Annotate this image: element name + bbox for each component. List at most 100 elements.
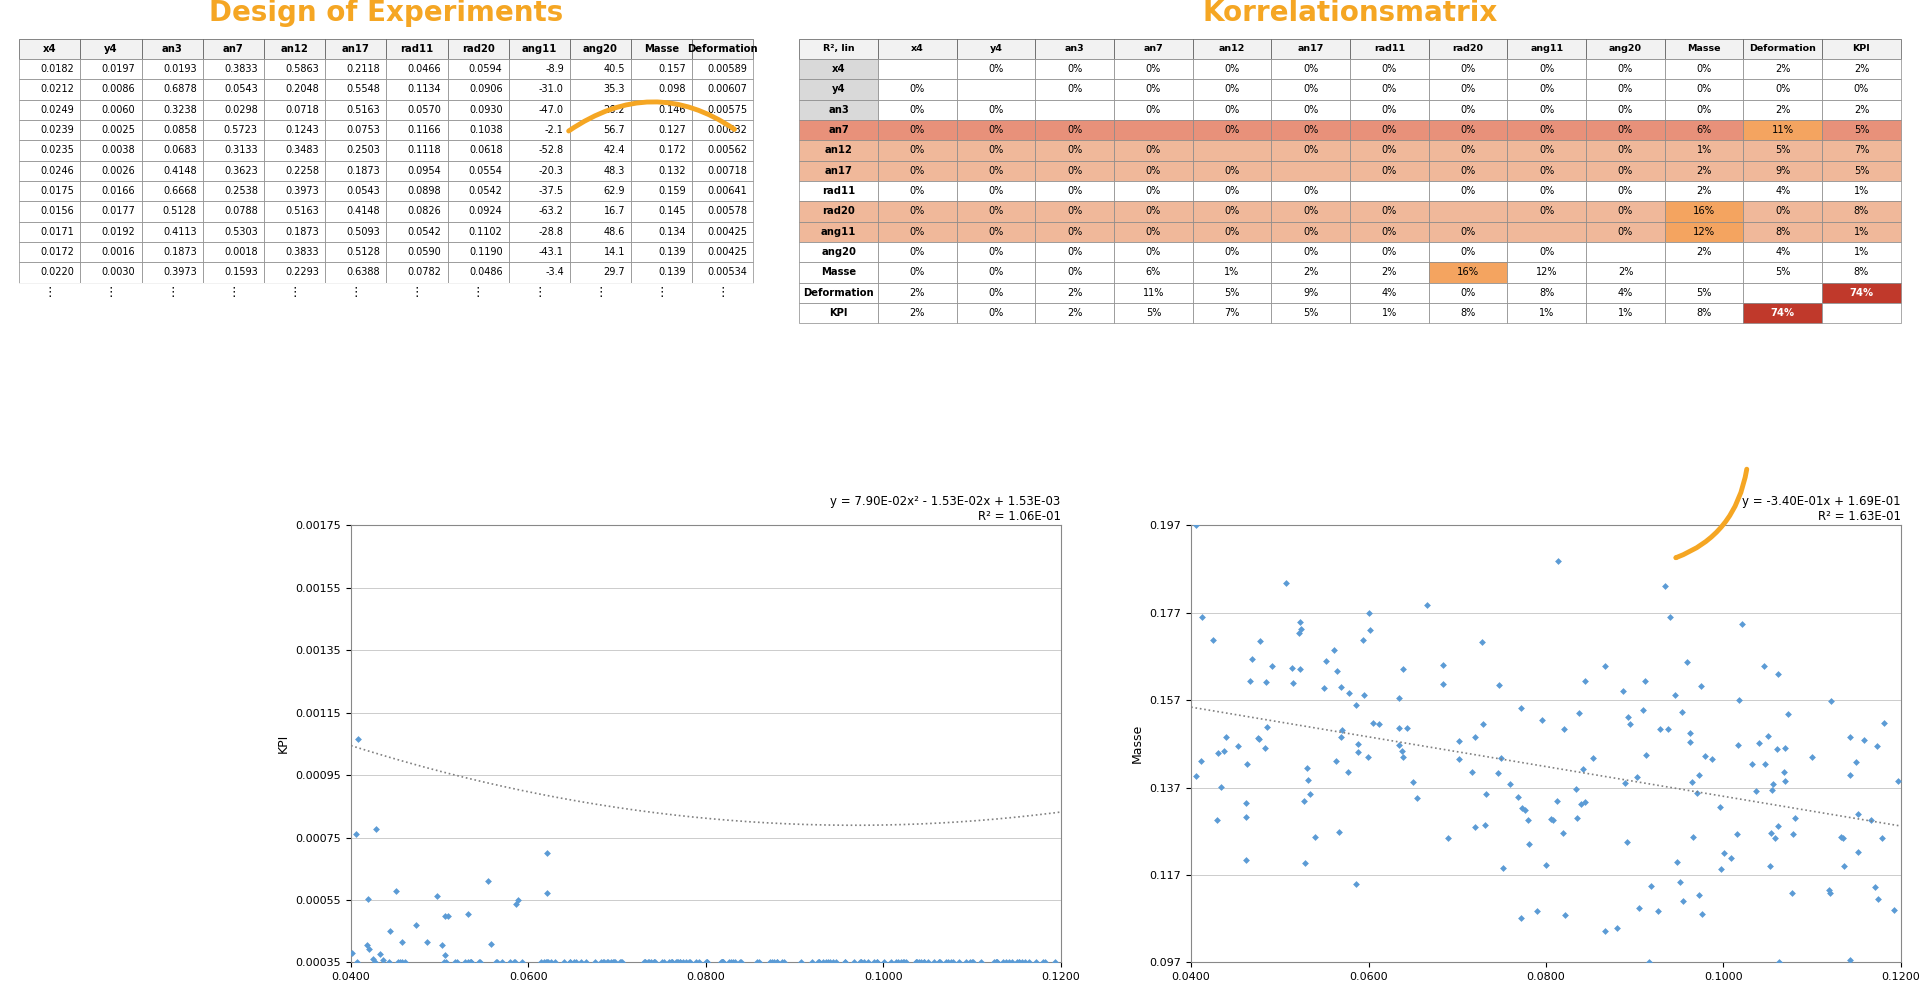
Point <box>526 955 557 970</box>
Point <box>1611 835 1642 850</box>
Point <box>708 955 739 970</box>
Point <box>1250 739 1281 755</box>
Point <box>503 892 534 907</box>
Point <box>1722 826 1753 842</box>
Point <box>1509 802 1540 818</box>
Point <box>1327 730 1357 745</box>
Point <box>495 955 526 970</box>
Point <box>580 955 611 970</box>
Point <box>1223 737 1254 753</box>
Point <box>1467 634 1498 650</box>
Point <box>674 955 705 970</box>
Point <box>900 955 931 970</box>
Point <box>1697 751 1728 767</box>
Point <box>1482 765 1513 781</box>
Point <box>536 955 566 970</box>
Point <box>1332 764 1363 780</box>
Point <box>839 955 870 970</box>
Point <box>1486 750 1517 766</box>
Point <box>1757 783 1788 798</box>
Point <box>532 846 563 861</box>
Point <box>1494 776 1524 791</box>
Point <box>1459 730 1490 745</box>
Point <box>586 955 616 970</box>
Point <box>1321 753 1352 769</box>
Point <box>996 955 1027 970</box>
Point <box>420 888 451 903</box>
Point <box>714 955 745 970</box>
Point <box>1311 653 1342 669</box>
Point <box>664 955 695 970</box>
Point <box>591 955 622 970</box>
Point <box>1332 685 1363 701</box>
Point <box>386 934 417 950</box>
Point <box>966 955 996 970</box>
Point <box>1684 767 1715 783</box>
Point <box>1242 731 1273 746</box>
Title: Korrelationsmatrix: Korrelationsmatrix <box>1202 0 1498 27</box>
Point <box>1398 774 1428 790</box>
Point <box>1849 732 1880 747</box>
Point <box>1778 826 1809 842</box>
Point <box>1882 774 1912 790</box>
Point <box>758 955 789 970</box>
Point <box>1749 756 1780 772</box>
Point <box>1284 614 1315 629</box>
Point <box>1724 692 1755 708</box>
Point <box>908 955 939 970</box>
Point <box>1340 697 1371 713</box>
Point <box>945 955 975 970</box>
Point <box>455 955 486 970</box>
Point <box>1576 750 1607 766</box>
Point <box>1778 886 1809 901</box>
Point <box>599 955 630 970</box>
Point <box>501 897 532 912</box>
Point <box>1271 575 1302 591</box>
Point <box>1841 754 1872 770</box>
Point <box>981 955 1012 970</box>
Point <box>382 955 413 970</box>
Point <box>1300 829 1331 845</box>
Point <box>743 955 774 970</box>
Point <box>1814 886 1845 901</box>
Point <box>657 955 687 970</box>
Point <box>1206 779 1236 794</box>
Point <box>1565 795 1596 811</box>
Point <box>845 955 876 970</box>
Point <box>1645 721 1676 736</box>
Point <box>756 955 787 970</box>
Point <box>1231 852 1261 868</box>
Point <box>455 955 486 970</box>
Point <box>532 955 563 970</box>
Point <box>1244 633 1275 649</box>
Point <box>906 955 937 970</box>
Y-axis label: Masse: Masse <box>1131 725 1144 763</box>
Point <box>1515 837 1546 852</box>
Point <box>1855 812 1885 828</box>
Point <box>1860 737 1891 753</box>
Point <box>1548 825 1578 841</box>
Point <box>1859 879 1889 895</box>
Point <box>1636 879 1667 895</box>
Point <box>808 955 839 970</box>
Point <box>426 937 457 953</box>
Point <box>1181 768 1212 784</box>
Point <box>1536 811 1567 827</box>
Title: Design of Experiments: Design of Experiments <box>209 0 563 27</box>
Point <box>1523 902 1553 918</box>
Point <box>931 955 962 970</box>
Point <box>912 955 943 970</box>
Point <box>630 955 660 970</box>
Point <box>950 955 981 970</box>
Point <box>1004 955 1035 970</box>
Point <box>1653 721 1684 736</box>
Point <box>891 955 922 970</box>
Point <box>956 955 987 970</box>
Point <box>1880 902 1910 918</box>
Point <box>1340 876 1371 892</box>
Point <box>1402 791 1432 806</box>
Point <box>1327 679 1357 694</box>
Point <box>1607 683 1638 699</box>
Point <box>1252 720 1283 736</box>
Point <box>1678 830 1709 846</box>
